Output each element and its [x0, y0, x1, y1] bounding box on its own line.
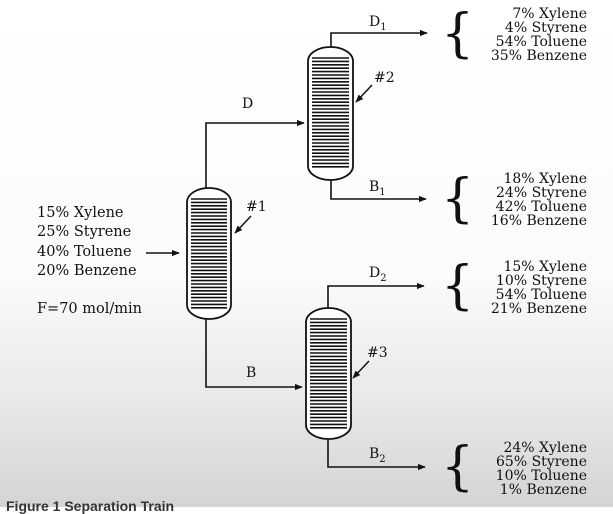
output-b2-composition: 24% Xylene 65% Styrene 10% Toluene 1% Be… [496, 440, 587, 498]
output-line: 24% Styrene [496, 185, 587, 201]
column-2-pointer [355, 84, 373, 103]
output-line: 18% Xylene [503, 171, 587, 187]
output-d2-brace: { [441, 256, 474, 316]
stream-b1-label: B1 [369, 179, 386, 198]
column-3-pointer [352, 360, 370, 379]
feed-line: 15% Xylene [37, 205, 124, 221]
stream-d1-line [330, 29, 428, 47]
output-line: 21% Benzene [491, 301, 587, 317]
output-d1-brace: { [441, 4, 474, 64]
stream-b2-line [327, 439, 426, 471]
stream-d-label: D [242, 96, 253, 112]
column-2-label: #2 [374, 70, 395, 86]
column-3-label: #3 [367, 345, 388, 361]
output-line: 24% Xylene [503, 440, 587, 456]
stream-b-line [205, 319, 303, 391]
output-line: 65% Styrene [496, 454, 587, 470]
stream-b-label: B [246, 365, 256, 381]
column-1-trays [191, 198, 227, 309]
stream-d-line [205, 119, 305, 188]
feed-flow-rate: F=70 mol/min [37, 301, 142, 317]
feed-line: 40% Toluene [37, 244, 132, 260]
column-2 [307, 46, 354, 181]
stream-d2-label: D2 [369, 265, 387, 284]
output-line: 15% Xylene [503, 259, 587, 275]
feed-line: 20% Benzene [37, 263, 137, 279]
output-line: 42% Toluene [496, 199, 587, 215]
output-line: 10% Styrene [496, 273, 587, 289]
column-1-pointer [234, 215, 252, 234]
column-2-trays [312, 57, 349, 168]
output-d2-composition: 15% Xylene 10% Styrene 54% Toluene 21% B… [491, 259, 587, 317]
output-b2-brace: { [441, 437, 474, 497]
output-d1-composition: 7% Xylene 4% Styrene 54% Toluene 35% Ben… [491, 6, 587, 64]
column-3-trays [310, 318, 347, 429]
stream-b2-label: B2 [369, 446, 386, 465]
output-line: 4% Styrene [505, 20, 587, 36]
output-line: 35% Benzene [491, 48, 587, 64]
stream-d2-line [327, 282, 425, 308]
stream-d1-label: D1 [369, 14, 387, 33]
output-line: 1% Benzene [500, 482, 587, 498]
output-line: 54% Toluene [496, 34, 587, 50]
output-b1-composition: 18% Xylene 24% Styrene 42% Toluene 16% B… [491, 171, 587, 229]
output-line: 7% Xylene [512, 6, 587, 22]
column-1 [186, 187, 232, 320]
stream-b1-line [330, 180, 427, 203]
output-line: 54% Toluene [496, 287, 587, 303]
feed-composition: 15% Xylene 25% Styrene 40% Toluene 20% B… [37, 205, 142, 317]
column-1-label: #1 [246, 199, 267, 215]
figure-caption: Figure 1 Separation Train [6, 498, 175, 514]
column-3 [305, 307, 352, 440]
output-b1-brace: { [441, 169, 474, 229]
feed-line: 25% Styrene [37, 224, 131, 240]
output-line: 10% Toluene [496, 468, 587, 484]
output-line: 16% Benzene [491, 213, 587, 229]
